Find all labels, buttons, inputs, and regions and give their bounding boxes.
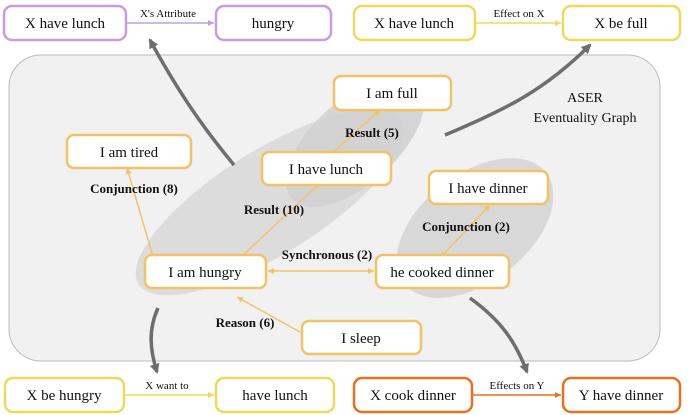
triple-top-right-tail-label: X be full [594,16,647,32]
edge-label-result-5: Result (5) [345,125,399,140]
node-i-am-full-label: I am full [366,86,418,102]
edge-label-conjunction-2: Conjunction (2) [422,219,510,234]
triple-bottom-right-tail-label: Y have dinner [579,388,663,404]
edge-cooked-dinner [439,204,491,259]
link-arrow-top-right [444,43,592,137]
node-i-sleep: I sleep [300,319,423,356]
edge-label-reason-6: Reason (6) [216,315,275,330]
node-he-cooked-dinner: he cooked dinner [374,253,511,290]
edge-hungry-lunch [239,182,321,259]
node-i-am-full: I am full [332,74,453,112]
triple-bottom-right: X cook dinner Effects on Y Y have dinner [352,376,682,414]
triple-top-left-tail [214,4,333,42]
node-i-have-dinner: I have dinner [427,169,550,206]
node-i-have-lunch: I have lunch [260,150,393,187]
link-arrow-top-left [148,38,236,167]
node-i-am-tired: I am tired [65,133,193,170]
link-arrow-bottom-right [468,296,529,374]
triple-top-left-relation: X's Attribute [140,8,196,20]
triple-bottom-left-relation: X want to [145,380,189,392]
edge-label-synchronous-2: Synchronous (2) [282,247,372,262]
triple-bottom-right-head-label: X cook dinner [370,388,456,404]
edge-lunch-full [329,109,381,156]
triple-bottom-left-head-label: X be hungry [27,388,102,404]
triple-top-right-relation: Effect on X [493,8,544,20]
node-he-cooked-dinner-label: he cooked dinner [390,265,493,281]
triple-bottom-left-tail-label: have lunch [242,388,308,404]
edge-label-result-10: Result (10) [244,202,304,217]
triple-bottom-left: X be hungry X want to have lunch [3,376,336,414]
triple-top-left-head-label: X have lunch [25,16,105,32]
edge-label-conjunction-8: Conjunction (8) [90,181,178,196]
link-arrow-bottom-left [149,307,160,374]
edge-hungry-tired [125,167,156,261]
triple-bottom-left-tail [214,376,336,414]
node-i-have-lunch-label: I have lunch [289,162,364,178]
node-i-am-hungry-label: I am hungry [168,265,242,281]
node-i-have-dinner-label: I have dinner [448,181,527,197]
node-i-am-tired-label: I am tired [100,145,159,161]
triple-top-left-tail-label: hungry [252,16,295,32]
triple-bottom-right-tail [561,376,682,414]
node-i-am-hungry: I am hungry [143,253,268,290]
node-i-sleep-label: I sleep [341,331,381,347]
triple-top-right-head-label: X have lunch [374,16,454,32]
triple-top-right-tail [561,4,682,42]
aser-subtitle: Eventuality Graph [533,111,636,126]
aser-title: ASER [567,91,603,106]
edge-sleep-hungry [236,296,301,333]
triple-top-left: X have lunch X's Attribute hungry [2,4,333,42]
triple-top-right: X have lunch Effect on X X be full [352,4,682,42]
triple-bottom-right-relation: Effects on Y [490,380,545,392]
